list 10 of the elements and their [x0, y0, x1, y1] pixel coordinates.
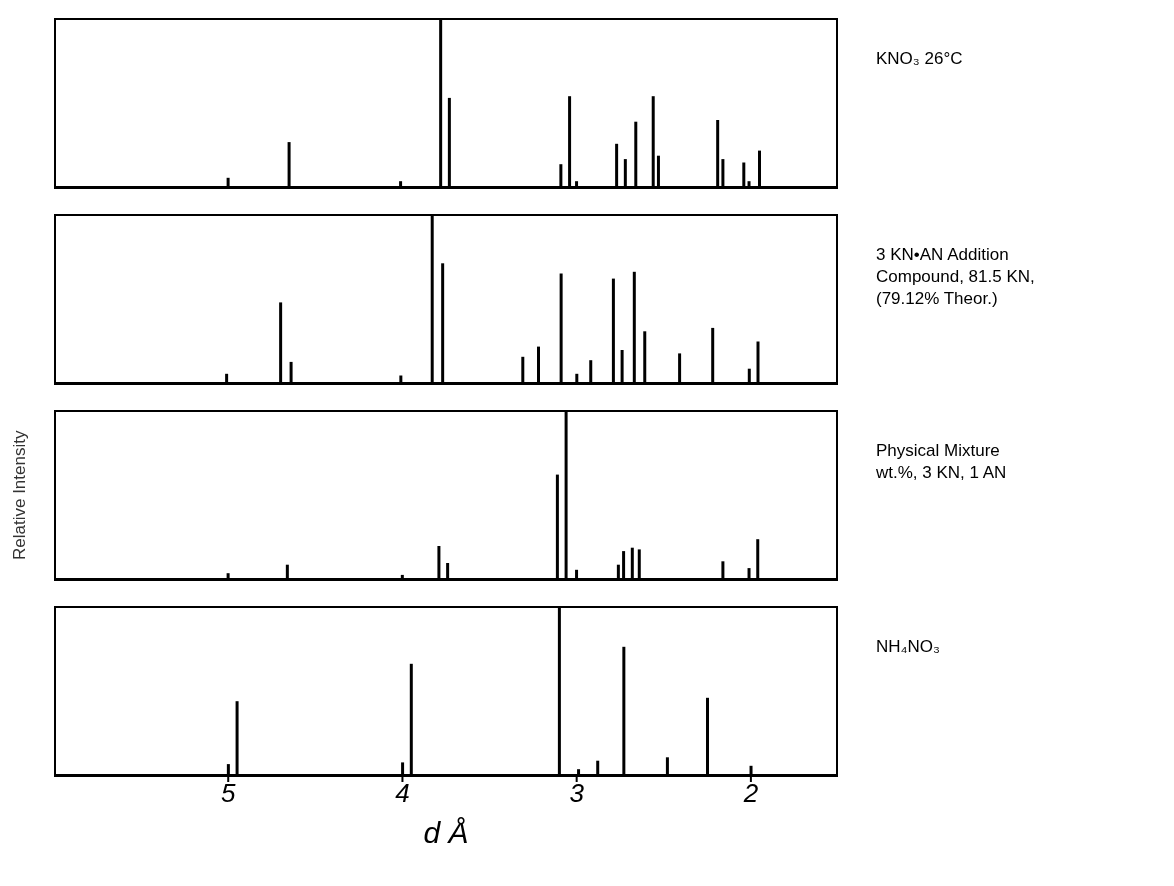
text: NH₄NO₃: [876, 636, 940, 658]
text: 3 KN•AN Addition Compound, 81.5 KN, (79.12% Theor.): [876, 244, 1035, 310]
x-tick-label: 2: [742, 778, 759, 809]
x-axis-title: d Å: [422, 816, 470, 850]
y-axis-title: Relative Intensity: [10, 429, 30, 562]
x-tick-label: 3: [569, 778, 585, 809]
text: KNO₃ 26°C: [876, 48, 963, 70]
x-tick-label: 5: [220, 778, 236, 809]
text: Physical Mixture wt.%, 3 KN, 1 AN: [876, 440, 1007, 484]
x-tick-label: 4: [395, 778, 410, 809]
